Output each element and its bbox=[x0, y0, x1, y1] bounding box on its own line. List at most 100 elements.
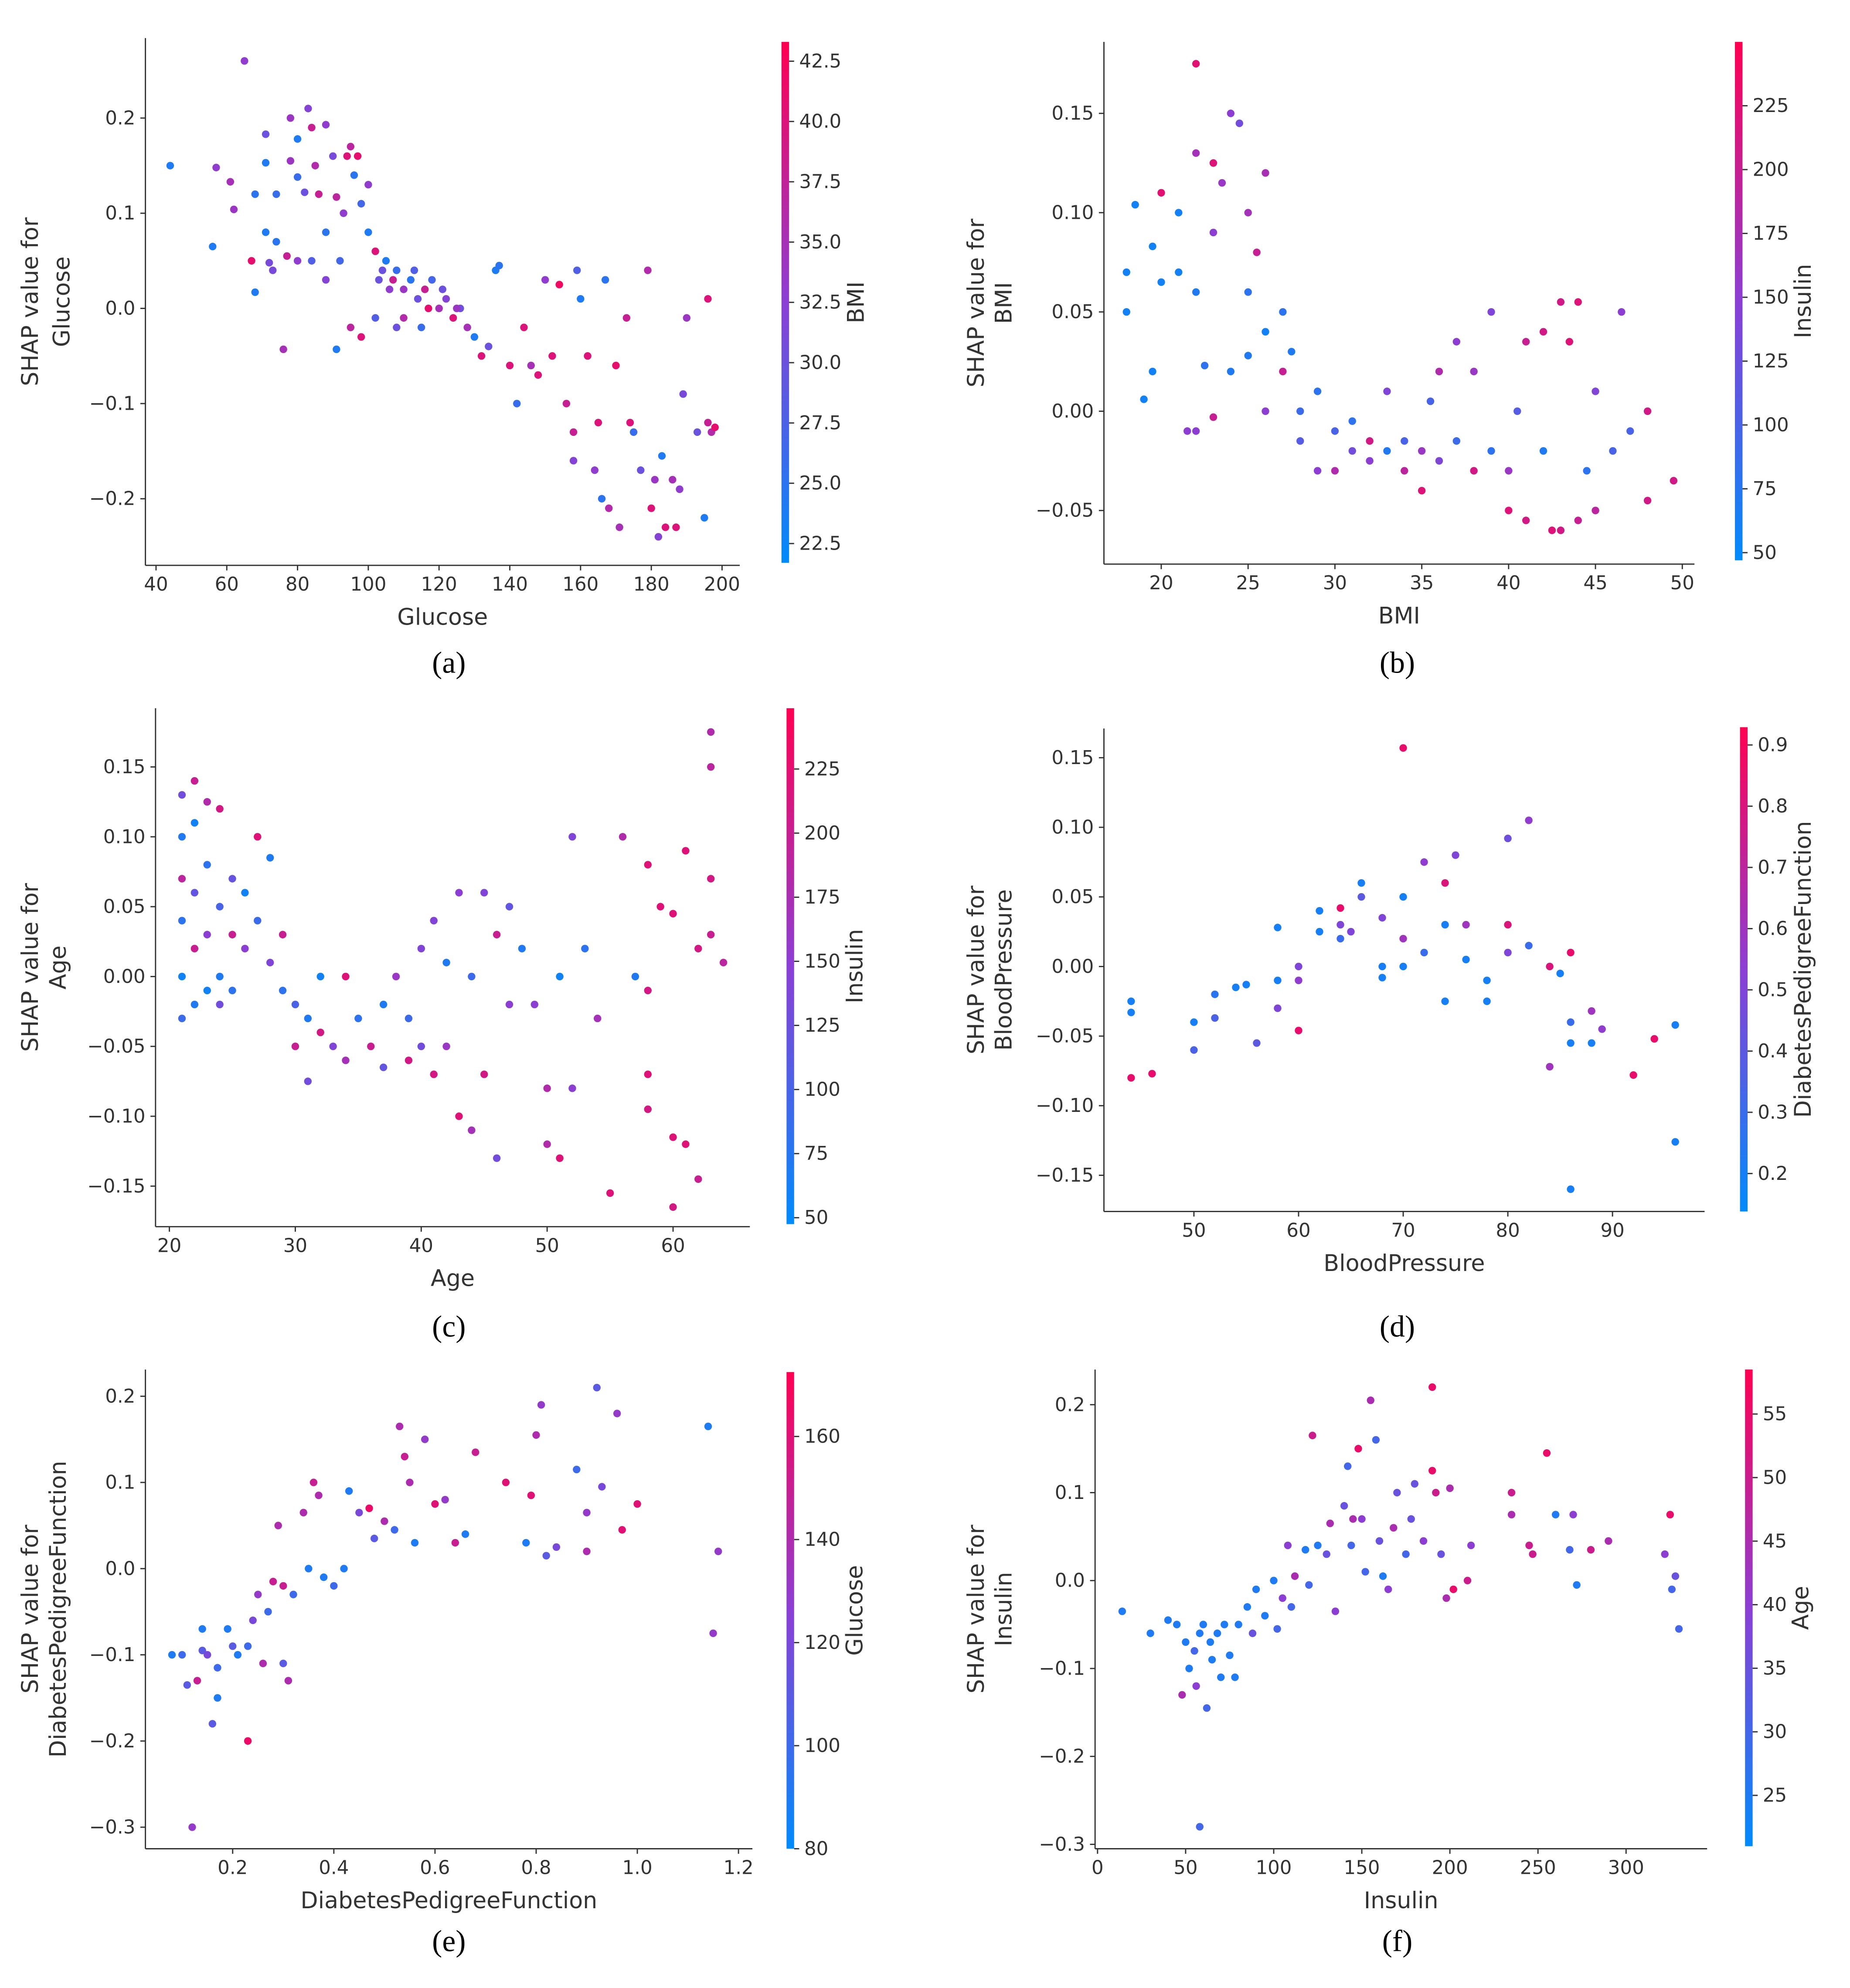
scatter-point bbox=[264, 1608, 272, 1616]
colorbar-tick-label: 45 bbox=[1763, 1530, 1787, 1552]
scatter-point bbox=[1148, 1070, 1156, 1078]
scatter-point bbox=[485, 343, 493, 350]
scatter-point bbox=[190, 889, 199, 897]
scatter-point bbox=[518, 945, 526, 953]
scatter-point bbox=[672, 523, 680, 531]
scatter-point bbox=[1372, 1436, 1380, 1444]
scatter-point bbox=[203, 931, 211, 938]
scatter-point bbox=[230, 205, 238, 214]
scatter-point bbox=[178, 791, 186, 799]
y-tick-label: 0.15 bbox=[103, 756, 146, 778]
colorbar-tick-label: 75 bbox=[804, 1143, 828, 1165]
scatter-point bbox=[1209, 228, 1217, 237]
scatter-point bbox=[1284, 1541, 1292, 1550]
scatter-point bbox=[1378, 962, 1386, 971]
scatter-point bbox=[1309, 1431, 1316, 1440]
scatter-point bbox=[522, 1539, 530, 1547]
scatter-point bbox=[379, 1000, 388, 1009]
scatter-point bbox=[1666, 1511, 1674, 1519]
y-tick-label: 0.2 bbox=[105, 1386, 135, 1407]
scatter-point bbox=[279, 1582, 287, 1590]
scatter-point bbox=[573, 1465, 581, 1474]
x-axis-label: Insulin bbox=[1364, 1888, 1439, 1914]
scatter-point bbox=[289, 1590, 297, 1598]
colorbar-tick-label: 0.6 bbox=[1758, 918, 1788, 940]
scatter-point bbox=[425, 304, 432, 313]
panel-caption: (c) bbox=[432, 1310, 466, 1344]
x-tick-label: 0.6 bbox=[420, 1857, 450, 1879]
scatter-point bbox=[330, 1582, 338, 1590]
scatter-point bbox=[421, 285, 429, 293]
x-tick-label: 50 bbox=[1670, 572, 1694, 594]
colorbar bbox=[1745, 1370, 1753, 1846]
scatter-point bbox=[1175, 268, 1183, 276]
colorbar-tick-label: 50 bbox=[1763, 1467, 1787, 1488]
y-tick-label: −0.05 bbox=[1036, 500, 1094, 522]
scatter-point bbox=[1295, 976, 1302, 985]
scatter-point bbox=[333, 345, 340, 353]
scatter-point bbox=[1348, 447, 1356, 455]
colorbar-tick-label: 150 bbox=[804, 951, 840, 972]
scatter-point bbox=[274, 1522, 282, 1529]
scatter-point bbox=[1675, 1625, 1683, 1633]
scatter-point bbox=[1505, 506, 1513, 514]
scatter-point bbox=[1441, 921, 1449, 929]
scatter-point bbox=[1383, 387, 1391, 395]
scatter-point bbox=[1279, 367, 1287, 376]
scatter-point bbox=[405, 1057, 413, 1064]
scatter-point bbox=[556, 1154, 564, 1162]
scatter-point bbox=[1567, 1018, 1575, 1026]
scatter-point bbox=[1565, 338, 1574, 346]
y-tick-label: −0.1 bbox=[89, 393, 136, 415]
scatter-point bbox=[493, 931, 501, 938]
x-tick-label: 40 bbox=[144, 574, 168, 595]
colorbar-tick-label: 0.8 bbox=[1758, 795, 1788, 817]
scatter-point bbox=[1375, 1537, 1384, 1545]
x-tick-label: 50 bbox=[535, 1235, 559, 1257]
scatter-point bbox=[1598, 1025, 1606, 1033]
colorbar-label: Glucose bbox=[842, 1565, 868, 1656]
scatter-point bbox=[417, 323, 425, 331]
scatter-point bbox=[365, 1504, 373, 1512]
scatter-point bbox=[254, 833, 262, 841]
scatter-point bbox=[1507, 1511, 1516, 1519]
scatter-point bbox=[594, 418, 602, 427]
scatter-point bbox=[694, 1175, 702, 1183]
scatter-point bbox=[1567, 1039, 1575, 1047]
scatter-point bbox=[583, 1547, 591, 1555]
scatter-point bbox=[266, 958, 274, 967]
y-tick-label: 0.2 bbox=[1055, 1394, 1085, 1416]
scatter-point bbox=[1446, 1484, 1454, 1492]
scatter-point bbox=[411, 1539, 419, 1547]
scatter-point bbox=[1402, 1550, 1410, 1558]
scatter-point bbox=[629, 428, 638, 436]
scatter-point bbox=[1157, 278, 1165, 286]
scatter-point bbox=[1483, 976, 1491, 985]
scatter-point bbox=[683, 314, 690, 322]
scatter-point bbox=[1262, 169, 1269, 177]
x-tick-label: 50 bbox=[1182, 1220, 1206, 1241]
scatter-point bbox=[1149, 242, 1156, 251]
scatter-point bbox=[1462, 955, 1470, 964]
scatter-point bbox=[556, 972, 564, 981]
panel-b: 20 25 30 35 40 45 50−0.050.000.050.100.15BMISH… bbox=[963, 42, 1816, 680]
scatter-point bbox=[414, 295, 422, 303]
scatter-point bbox=[370, 1534, 378, 1543]
scatter-point bbox=[1227, 109, 1235, 117]
scatter-point bbox=[401, 1453, 408, 1461]
scatter-point bbox=[315, 190, 323, 198]
colorbar-tick-label: 0.2 bbox=[1758, 1163, 1788, 1185]
scatter-point bbox=[262, 228, 270, 236]
scatter-point bbox=[1235, 119, 1243, 127]
scatter-point bbox=[244, 1737, 252, 1745]
scatter-point bbox=[1569, 1511, 1577, 1519]
scatter-point bbox=[1557, 527, 1565, 534]
scatter-point bbox=[1420, 948, 1428, 957]
scatter-point bbox=[316, 972, 324, 981]
scatter-point bbox=[1234, 1621, 1242, 1628]
panel-d: 50 60 70 80 90 −0.15 −0.10 −0.05 0.00 0.05 0.10 0.1… bbox=[963, 727, 1816, 1344]
scatter-point bbox=[644, 1105, 652, 1113]
scatter-point bbox=[216, 903, 224, 911]
colorbar-tick-label: 100 bbox=[1753, 414, 1789, 436]
scatter-point bbox=[1190, 1647, 1198, 1655]
